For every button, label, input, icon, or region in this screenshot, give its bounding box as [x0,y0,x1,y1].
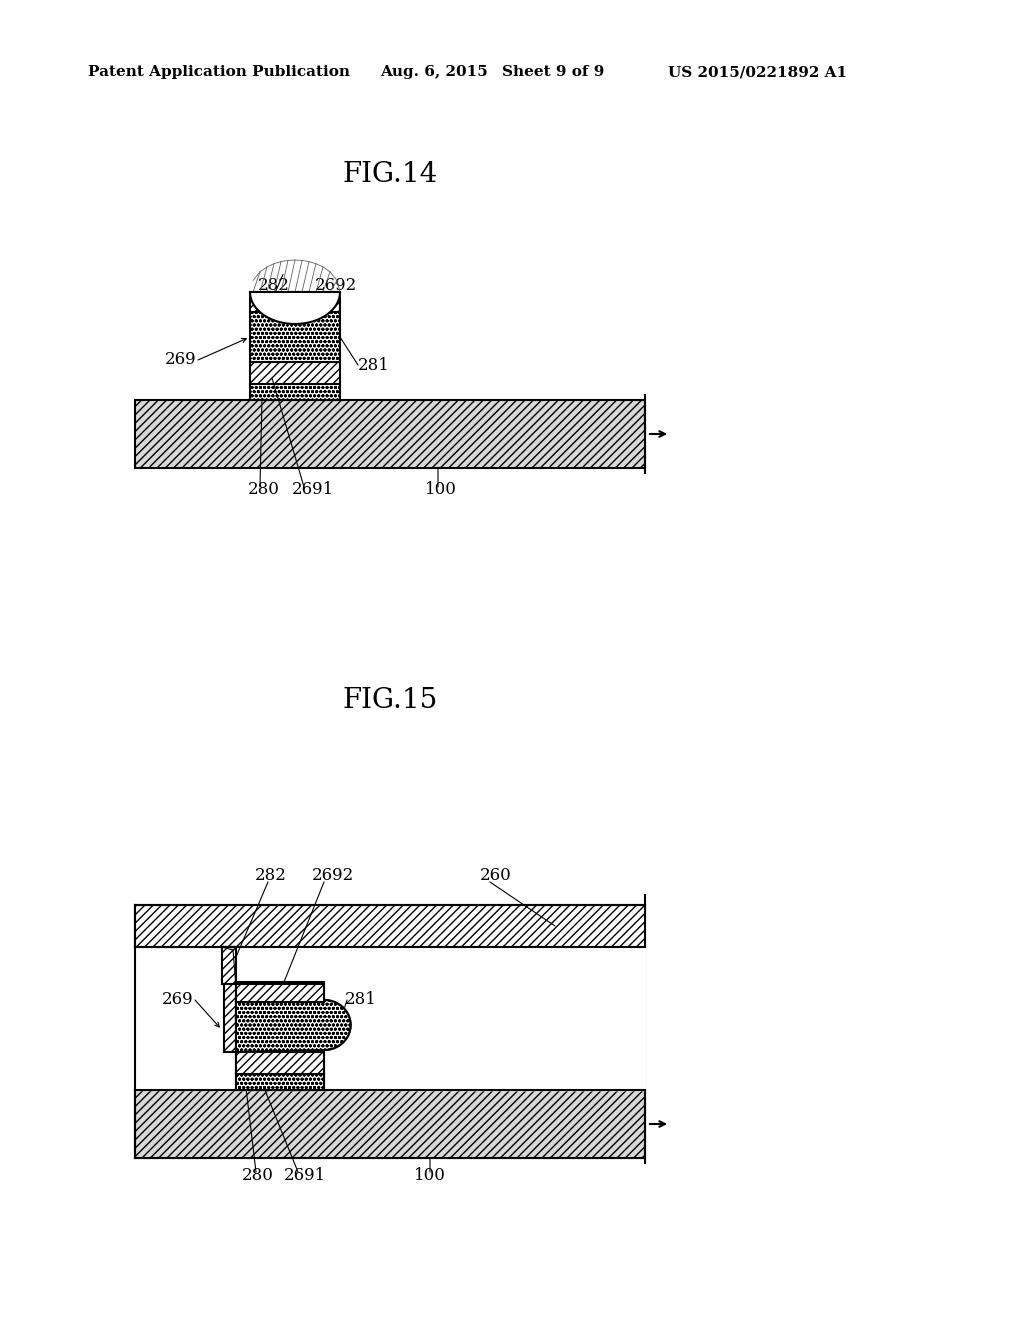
Polygon shape [236,1001,350,1052]
Text: 269: 269 [165,351,196,368]
Text: 100: 100 [425,482,457,499]
Text: FIG.15: FIG.15 [342,686,437,714]
Text: 260: 260 [480,866,512,883]
Bar [135,400,645,469]
Text: Sheet 9 of 9: Sheet 9 of 9 [502,65,604,79]
Polygon shape [236,946,645,1090]
Text: 281: 281 [345,991,377,1008]
Text: 269: 269 [162,991,193,1008]
Text: Patent Application Publication: Patent Application Publication [88,65,350,79]
Text: 281: 281 [358,356,390,374]
Bar [236,982,324,1002]
Bar [236,1052,324,1074]
Polygon shape [236,1001,350,1052]
Text: 2692: 2692 [312,866,354,883]
Bar [236,1074,324,1090]
Bar [135,1090,645,1158]
Polygon shape [236,946,645,1090]
Text: 280: 280 [242,1167,273,1184]
Bar [224,946,236,1052]
Text: 280: 280 [248,482,280,499]
Text: US 2015/0221892 A1: US 2015/0221892 A1 [668,65,847,79]
Bar [236,1052,324,1074]
Polygon shape [236,1001,350,1052]
Text: FIG.14: FIG.14 [342,161,437,189]
Polygon shape [222,946,236,987]
Bar [135,906,645,946]
Bar [236,983,324,1002]
Text: 2691: 2691 [292,482,334,499]
Polygon shape [250,292,340,323]
Polygon shape [135,946,236,1090]
Text: Aug. 6, 2015: Aug. 6, 2015 [380,65,487,79]
Bar [250,312,340,362]
Text: 2691: 2691 [284,1167,327,1184]
Bar [250,362,340,384]
Bar [236,1074,324,1090]
Text: 282: 282 [255,866,287,883]
Bar [250,384,340,400]
Polygon shape [236,1001,350,1052]
Text: 282: 282 [258,276,290,293]
Text: 2692: 2692 [315,276,357,293]
Bar [250,292,340,312]
Text: 100: 100 [414,1167,445,1184]
